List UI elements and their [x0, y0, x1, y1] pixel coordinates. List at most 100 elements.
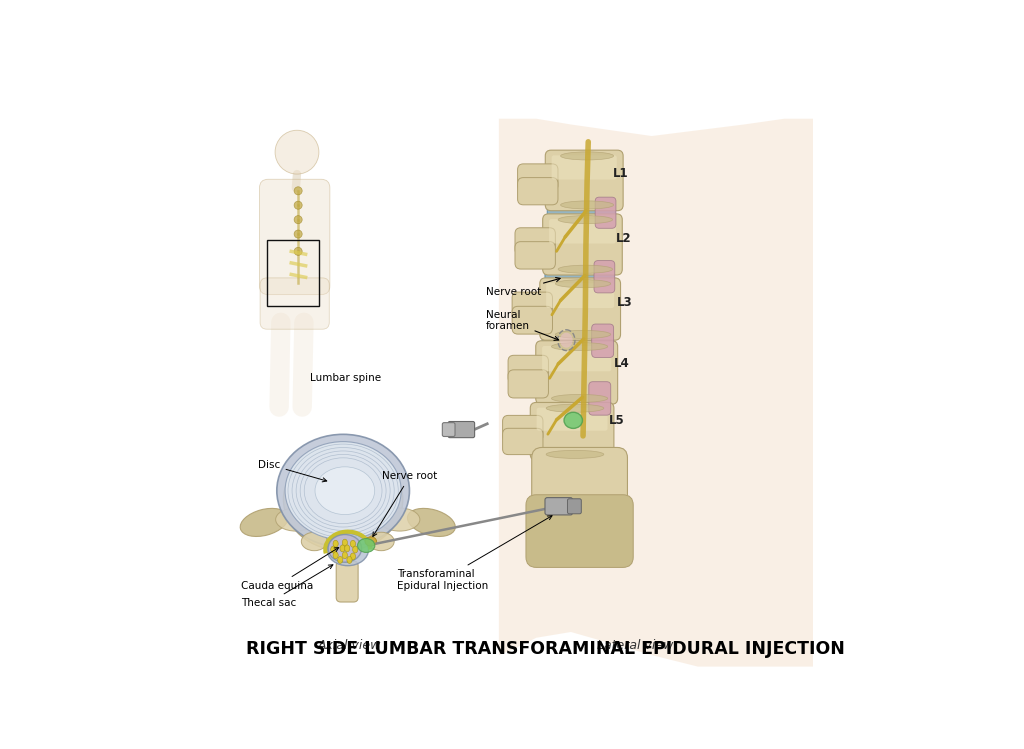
- Ellipse shape: [275, 508, 316, 531]
- Text: Neural
foramen: Neural foramen: [485, 309, 558, 340]
- FancyBboxPatch shape: [259, 179, 330, 294]
- Ellipse shape: [350, 553, 355, 560]
- Ellipse shape: [369, 533, 394, 551]
- FancyBboxPatch shape: [536, 341, 617, 404]
- Ellipse shape: [564, 412, 583, 428]
- Text: Disc: Disc: [258, 460, 327, 482]
- FancyBboxPatch shape: [545, 497, 572, 515]
- Ellipse shape: [560, 333, 572, 348]
- FancyBboxPatch shape: [517, 164, 558, 191]
- FancyBboxPatch shape: [542, 332, 612, 349]
- Ellipse shape: [328, 535, 361, 562]
- FancyBboxPatch shape: [592, 324, 613, 357]
- Ellipse shape: [315, 467, 375, 515]
- FancyBboxPatch shape: [540, 278, 621, 340]
- Ellipse shape: [301, 533, 328, 551]
- Ellipse shape: [555, 330, 610, 339]
- FancyBboxPatch shape: [549, 219, 615, 243]
- FancyBboxPatch shape: [546, 283, 614, 308]
- FancyBboxPatch shape: [545, 268, 614, 285]
- Ellipse shape: [558, 265, 612, 273]
- Polygon shape: [499, 118, 813, 667]
- Ellipse shape: [560, 201, 613, 209]
- Ellipse shape: [285, 442, 401, 540]
- FancyBboxPatch shape: [442, 422, 455, 437]
- Circle shape: [294, 201, 302, 209]
- Ellipse shape: [365, 537, 377, 546]
- FancyBboxPatch shape: [260, 278, 330, 330]
- Ellipse shape: [546, 450, 604, 458]
- FancyBboxPatch shape: [537, 446, 607, 462]
- FancyBboxPatch shape: [503, 416, 543, 442]
- FancyBboxPatch shape: [543, 214, 623, 275]
- Ellipse shape: [344, 545, 350, 552]
- Ellipse shape: [552, 395, 607, 402]
- Ellipse shape: [333, 552, 338, 559]
- Text: RIGHT SIDE LUMBAR TRANSFORAMINAL EPIDURAL INJECTION: RIGHT SIDE LUMBAR TRANSFORAMINAL EPIDURA…: [246, 640, 845, 658]
- Ellipse shape: [241, 509, 288, 536]
- Text: L1: L1: [613, 167, 629, 180]
- FancyBboxPatch shape: [512, 306, 553, 334]
- FancyBboxPatch shape: [595, 197, 615, 228]
- FancyBboxPatch shape: [552, 155, 616, 180]
- FancyBboxPatch shape: [530, 402, 614, 460]
- Ellipse shape: [352, 546, 357, 553]
- Text: Nerve root: Nerve root: [485, 278, 560, 297]
- Ellipse shape: [340, 545, 345, 552]
- Text: Lateral view: Lateral view: [597, 639, 674, 652]
- FancyBboxPatch shape: [508, 370, 549, 398]
- Ellipse shape: [338, 557, 343, 563]
- Text: L3: L3: [617, 296, 633, 309]
- Ellipse shape: [555, 279, 610, 288]
- FancyBboxPatch shape: [336, 561, 358, 602]
- Ellipse shape: [284, 448, 402, 551]
- Ellipse shape: [333, 540, 338, 548]
- FancyBboxPatch shape: [545, 150, 624, 210]
- FancyBboxPatch shape: [538, 389, 609, 407]
- Text: Cauda equina: Cauda equina: [241, 548, 339, 591]
- Ellipse shape: [380, 508, 420, 531]
- FancyBboxPatch shape: [594, 261, 614, 293]
- Text: Transforaminal
Epidural Injection: Transforaminal Epidural Injection: [396, 516, 552, 591]
- Ellipse shape: [546, 404, 604, 412]
- Ellipse shape: [357, 539, 375, 553]
- FancyBboxPatch shape: [542, 346, 611, 372]
- FancyBboxPatch shape: [531, 447, 628, 523]
- Circle shape: [294, 247, 302, 255]
- Circle shape: [294, 187, 302, 195]
- Circle shape: [294, 230, 302, 238]
- Text: L4: L4: [614, 357, 630, 370]
- Circle shape: [275, 130, 318, 174]
- FancyBboxPatch shape: [449, 422, 475, 437]
- Ellipse shape: [558, 216, 612, 224]
- Ellipse shape: [350, 540, 355, 548]
- FancyBboxPatch shape: [508, 355, 549, 383]
- Text: Lumbar spine: Lumbar spine: [309, 373, 381, 383]
- FancyBboxPatch shape: [589, 382, 610, 415]
- FancyBboxPatch shape: [503, 428, 543, 455]
- Ellipse shape: [342, 552, 347, 559]
- Ellipse shape: [327, 533, 369, 565]
- FancyBboxPatch shape: [515, 242, 555, 269]
- FancyBboxPatch shape: [517, 178, 558, 204]
- Text: L5: L5: [608, 414, 625, 427]
- FancyBboxPatch shape: [526, 495, 633, 568]
- FancyBboxPatch shape: [537, 407, 607, 431]
- Circle shape: [294, 216, 302, 224]
- Ellipse shape: [552, 342, 607, 351]
- FancyBboxPatch shape: [547, 204, 615, 222]
- Ellipse shape: [342, 539, 347, 546]
- FancyBboxPatch shape: [512, 292, 553, 320]
- FancyBboxPatch shape: [567, 499, 582, 514]
- FancyBboxPatch shape: [515, 228, 555, 255]
- Text: Nerve root: Nerve root: [373, 471, 437, 536]
- Ellipse shape: [408, 509, 456, 536]
- Text: Thecal sac: Thecal sac: [241, 565, 333, 608]
- Ellipse shape: [347, 557, 352, 563]
- Ellipse shape: [276, 434, 410, 547]
- Text: Axial view: Axial view: [317, 639, 381, 652]
- Bar: [267, 240, 318, 306]
- Ellipse shape: [560, 152, 613, 160]
- Ellipse shape: [331, 546, 336, 553]
- Text: L2: L2: [615, 232, 632, 245]
